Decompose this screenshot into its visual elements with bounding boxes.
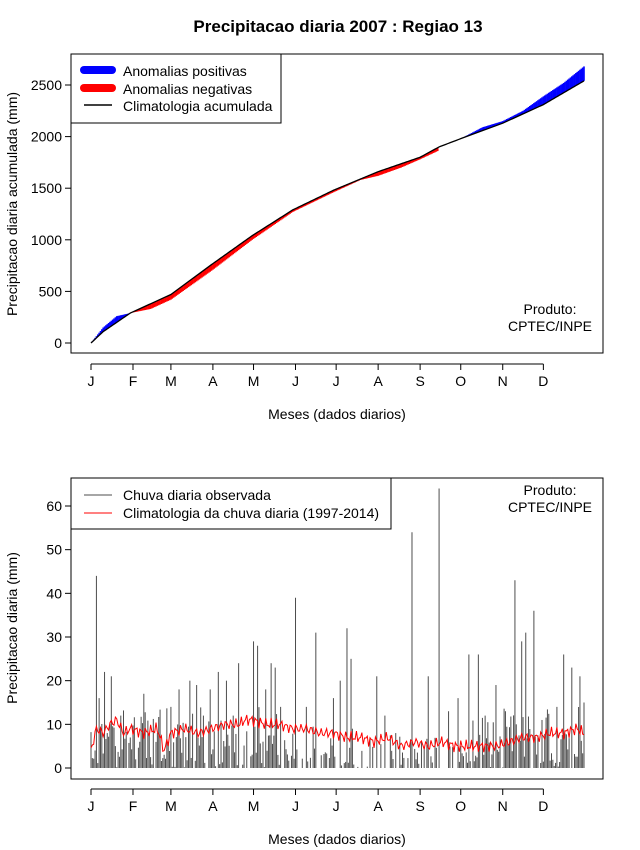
legend-entry: Climatologia acumulada [123,98,273,114]
y-tick-label: 60 [46,498,62,514]
legend-entry: Anomalias negativas [123,81,252,97]
x-tick-label: D [538,373,548,389]
legend: Chuva diaria observada Climatologia da c… [70,477,392,530]
climatology-line [90,80,585,344]
y-tick-label: 500 [39,283,63,299]
y-tick-label: 2500 [31,77,62,93]
x-tick-label: O [455,798,466,814]
y-tick-label: 20 [46,673,62,689]
x-tick-label: M [248,373,260,389]
accumulated-panel: 0 500 1000 1500 2000 2500 J F M A M J J A S O N D Precip… [4,53,604,422]
x-tick-label: J [333,373,340,389]
x-tick-label: J [292,798,299,814]
x-tick-label: M [165,798,177,814]
x-tick-label: J [333,798,340,814]
daily-climatology-curve [90,714,585,753]
legend: Anomalias positivas Anomalias negativas … [70,53,282,124]
legend-entry: Anomalias positivas [123,63,247,79]
y-tick-label: 50 [46,542,62,558]
climatology-curve [90,80,585,344]
legend-box [70,477,392,530]
y-axis: 0 10 20 30 40 50 60 [46,498,72,776]
x-tick-label: S [415,373,424,389]
x-axis-label: Meses (dados diarios) [268,406,406,422]
y-tick-label: 1500 [31,180,62,196]
credit-line: CPTEC/INPE [508,499,592,515]
legend-entry: Chuva diaria observada [123,487,271,503]
x-tick-label: J [88,798,95,814]
y-axis-label: Precipitacao diaria acumulada (mm) [4,92,20,316]
y-tick-label: 0 [54,335,62,351]
y-tick-label: 0 [54,760,62,776]
y-tick-label: 30 [46,629,62,645]
y-axis-label: Precipitacao diaria (mm) [4,552,20,704]
y-tick-label: 2000 [31,129,62,145]
x-tick-label: S [415,798,424,814]
x-tick-label: N [498,798,508,814]
daily-climatology-line [90,714,585,753]
y-axis: 0 500 1000 1500 2000 2500 [31,77,72,351]
chart-title: Precipitacao diaria 2007 : Regiao 13 [193,17,482,36]
daily-rain-bars [90,488,585,768]
x-tick-label: N [498,373,508,389]
credit-line: Produto: [524,482,577,498]
daily-panel: 0 10 20 30 40 50 60 J F M A M J J A S O N D Precipitacao … [4,477,604,847]
x-tick-label: J [88,373,95,389]
credit-line: Produto: [524,301,577,317]
y-tick-label: 1000 [31,232,62,248]
x-tick-label: A [208,798,218,814]
x-axis-label: Meses (dados diarios) [268,831,406,847]
x-tick-label: A [208,373,218,389]
x-tick-label: J [292,373,299,389]
x-tick-label: M [248,798,260,814]
x-tick-label: F [129,798,138,814]
x-tick-label: O [455,373,466,389]
y-tick-label: 40 [46,585,62,601]
x-tick-label: A [373,798,383,814]
x-tick-label: M [165,373,177,389]
credit-line: CPTEC/INPE [508,318,592,334]
legend-entry: Climatologia da chuva diaria (1997-2014) [123,505,379,521]
x-tick-label: A [373,373,383,389]
x-tick-label: F [129,373,138,389]
x-tick-label: D [538,798,548,814]
y-tick-label: 10 [46,716,62,732]
